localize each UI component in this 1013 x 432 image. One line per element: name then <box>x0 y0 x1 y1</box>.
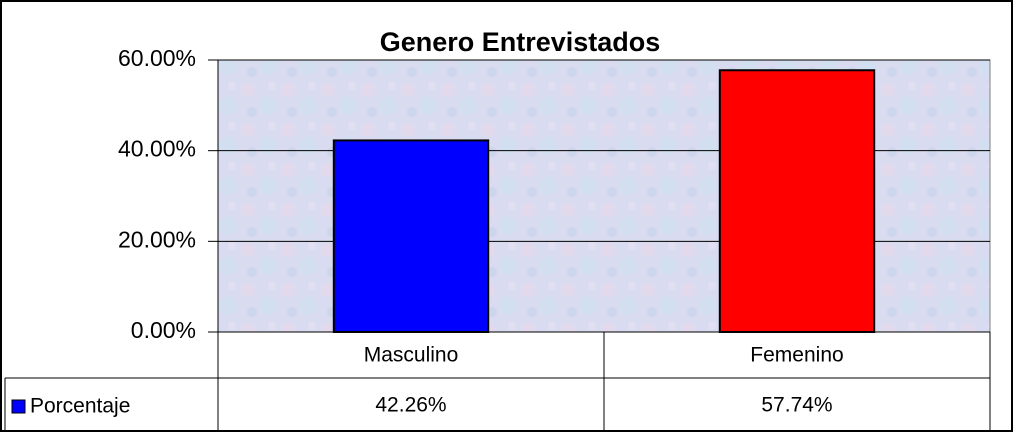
x-tick-label: Femenino <box>750 344 843 367</box>
y-tick-label: 40.00% <box>118 136 196 162</box>
y-tick-label: 20.00% <box>118 226 196 252</box>
bar <box>718 69 876 333</box>
bar <box>332 139 490 333</box>
data-label: 57.74% <box>761 394 832 417</box>
y-tick-label: 0.00% <box>131 317 196 343</box>
legend-key <box>11 399 26 414</box>
y-tick-label: 60.00% <box>118 45 196 71</box>
data-table <box>4 332 991 432</box>
chart-title: Genero Entrevistados <box>380 27 661 57</box>
x-tick-label: Masculino <box>364 344 459 367</box>
legend-label: Porcentaje <box>30 395 130 418</box>
data-label: 42.26% <box>375 394 446 417</box>
